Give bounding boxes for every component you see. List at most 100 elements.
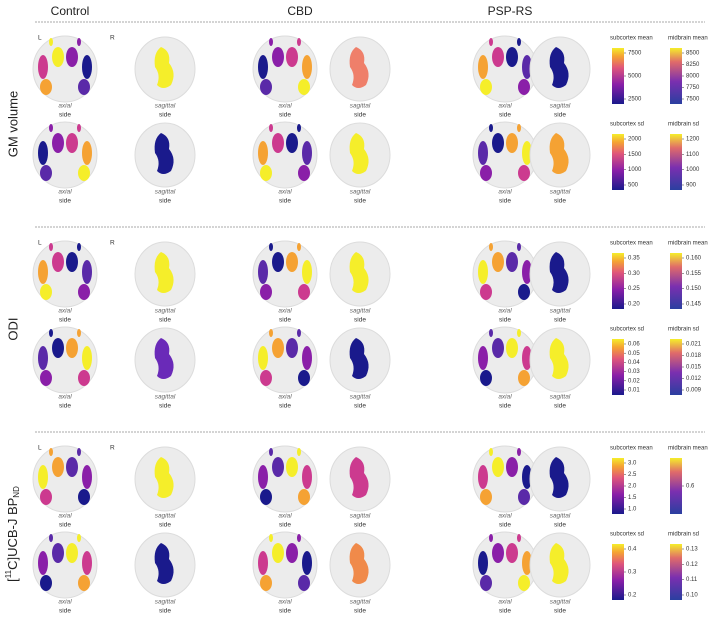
midbrain-region [549, 543, 569, 584]
region [52, 47, 64, 67]
view-label: side [279, 608, 291, 615]
colorbar-tick-label: 0.3 [628, 570, 637, 576]
region [506, 543, 518, 563]
view-label: side [354, 522, 366, 529]
sagittal-brain [529, 36, 591, 102]
region [52, 133, 64, 153]
legend-title: subcortex mean [610, 241, 653, 247]
region [478, 260, 488, 284]
hemisphere-label: L [38, 445, 42, 452]
region [38, 551, 48, 575]
colorbar-tick-label: 500 [628, 183, 639, 189]
region [297, 329, 301, 337]
colorbar-tick-label: 0.015 [686, 365, 702, 371]
colorbar-tick-label: 0.2 [628, 593, 637, 599]
axial-brain [472, 531, 538, 599]
region [258, 260, 268, 284]
region [492, 543, 504, 563]
region [66, 543, 78, 563]
colorbar-tick-label: 0.160 [686, 256, 702, 262]
region [517, 124, 521, 132]
region [272, 133, 284, 153]
region [522, 55, 532, 79]
region [52, 252, 64, 272]
region [522, 346, 532, 370]
colorbar-tick-label: 1.5 [628, 495, 637, 501]
colorbar-tick-label: 0.145 [686, 302, 702, 308]
view-label: sagittal [350, 189, 371, 196]
colorbar-tick-label: 0.10 [686, 593, 698, 599]
region [49, 329, 53, 337]
region [258, 141, 268, 165]
colorbar-tick-label: 0.155 [686, 271, 702, 277]
region [286, 47, 298, 67]
sagittal-brain [134, 36, 196, 102]
midbrain-region [349, 133, 369, 174]
column-header: CBD [287, 4, 313, 18]
sagittal-brain [329, 532, 391, 598]
colorbar-tick-label: 0.03 [628, 369, 640, 375]
region [260, 370, 272, 386]
colorbar [612, 339, 624, 395]
colorbar-tick-label: 0.11 [686, 577, 698, 583]
colorbar-tick-label: 3.0 [628, 461, 637, 467]
region [298, 79, 310, 95]
view-label: axial [278, 394, 292, 401]
midbrain-region [349, 457, 369, 498]
region [297, 448, 301, 456]
region [489, 124, 493, 132]
colorbar [670, 544, 682, 600]
column-header: Control [51, 4, 90, 18]
colorbar-tick-label: 8250 [686, 62, 700, 68]
axial-brain [32, 121, 98, 189]
region [40, 575, 52, 591]
legend-title: subcortex mean [610, 36, 653, 42]
sagittal-brain [134, 122, 196, 188]
midbrain-region [154, 47, 174, 88]
region [38, 141, 48, 165]
region [492, 47, 504, 67]
view-label: axial [58, 308, 72, 315]
view-label: side [554, 317, 566, 324]
region [489, 534, 493, 542]
label-part: [ [5, 578, 20, 582]
colorbar-tick-label: 2.0 [628, 484, 637, 490]
view-label: sagittal [155, 189, 176, 196]
region [260, 165, 272, 181]
region [478, 465, 488, 489]
view-label: sagittal [550, 103, 571, 110]
region [77, 124, 81, 132]
view-label: side [499, 608, 511, 615]
view-label: axial [278, 103, 292, 110]
view-label: side [59, 522, 71, 529]
colorbar-tick-label: 0.02 [628, 378, 640, 384]
region [478, 346, 488, 370]
region [286, 338, 298, 358]
label-sub: ND [12, 486, 21, 498]
axial-brain [252, 121, 318, 189]
colorbar [670, 253, 682, 309]
colorbar-tick-label: 0.021 [686, 342, 702, 348]
axial-brain [472, 35, 538, 103]
region [480, 370, 492, 386]
colorbar [612, 134, 624, 190]
colorbar [612, 253, 624, 309]
region [78, 165, 90, 181]
region [492, 457, 504, 477]
group-label: GM volume [5, 91, 20, 157]
region [66, 338, 78, 358]
hemisphere-label: L [38, 240, 42, 247]
view-label: side [554, 112, 566, 119]
region [258, 465, 268, 489]
view-label: sagittal [350, 513, 371, 520]
region [77, 38, 81, 46]
view-label: side [354, 198, 366, 205]
view-label: side [159, 112, 171, 119]
region [258, 551, 268, 575]
legend-title: midbrain mean [668, 36, 708, 42]
column-header: PSP-RS [488, 4, 533, 18]
colorbar-tick-label: 8500 [686, 51, 700, 57]
colorbar-tick-label: 0.35 [628, 256, 640, 262]
legend-title: subcortex mean [610, 446, 653, 452]
